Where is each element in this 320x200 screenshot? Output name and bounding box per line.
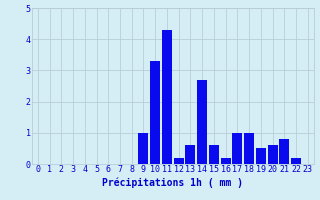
Bar	[185, 145, 196, 164]
Bar	[197, 80, 207, 164]
Bar	[291, 158, 301, 164]
Bar	[268, 145, 277, 164]
Bar	[279, 139, 289, 164]
Bar	[174, 158, 184, 164]
Bar	[139, 133, 148, 164]
Bar	[162, 30, 172, 164]
Bar	[209, 145, 219, 164]
Bar	[244, 133, 254, 164]
X-axis label: Précipitations 1h ( mm ): Précipitations 1h ( mm )	[102, 177, 243, 188]
Bar	[256, 148, 266, 164]
Bar	[220, 158, 231, 164]
Bar	[150, 61, 160, 164]
Bar	[232, 133, 242, 164]
